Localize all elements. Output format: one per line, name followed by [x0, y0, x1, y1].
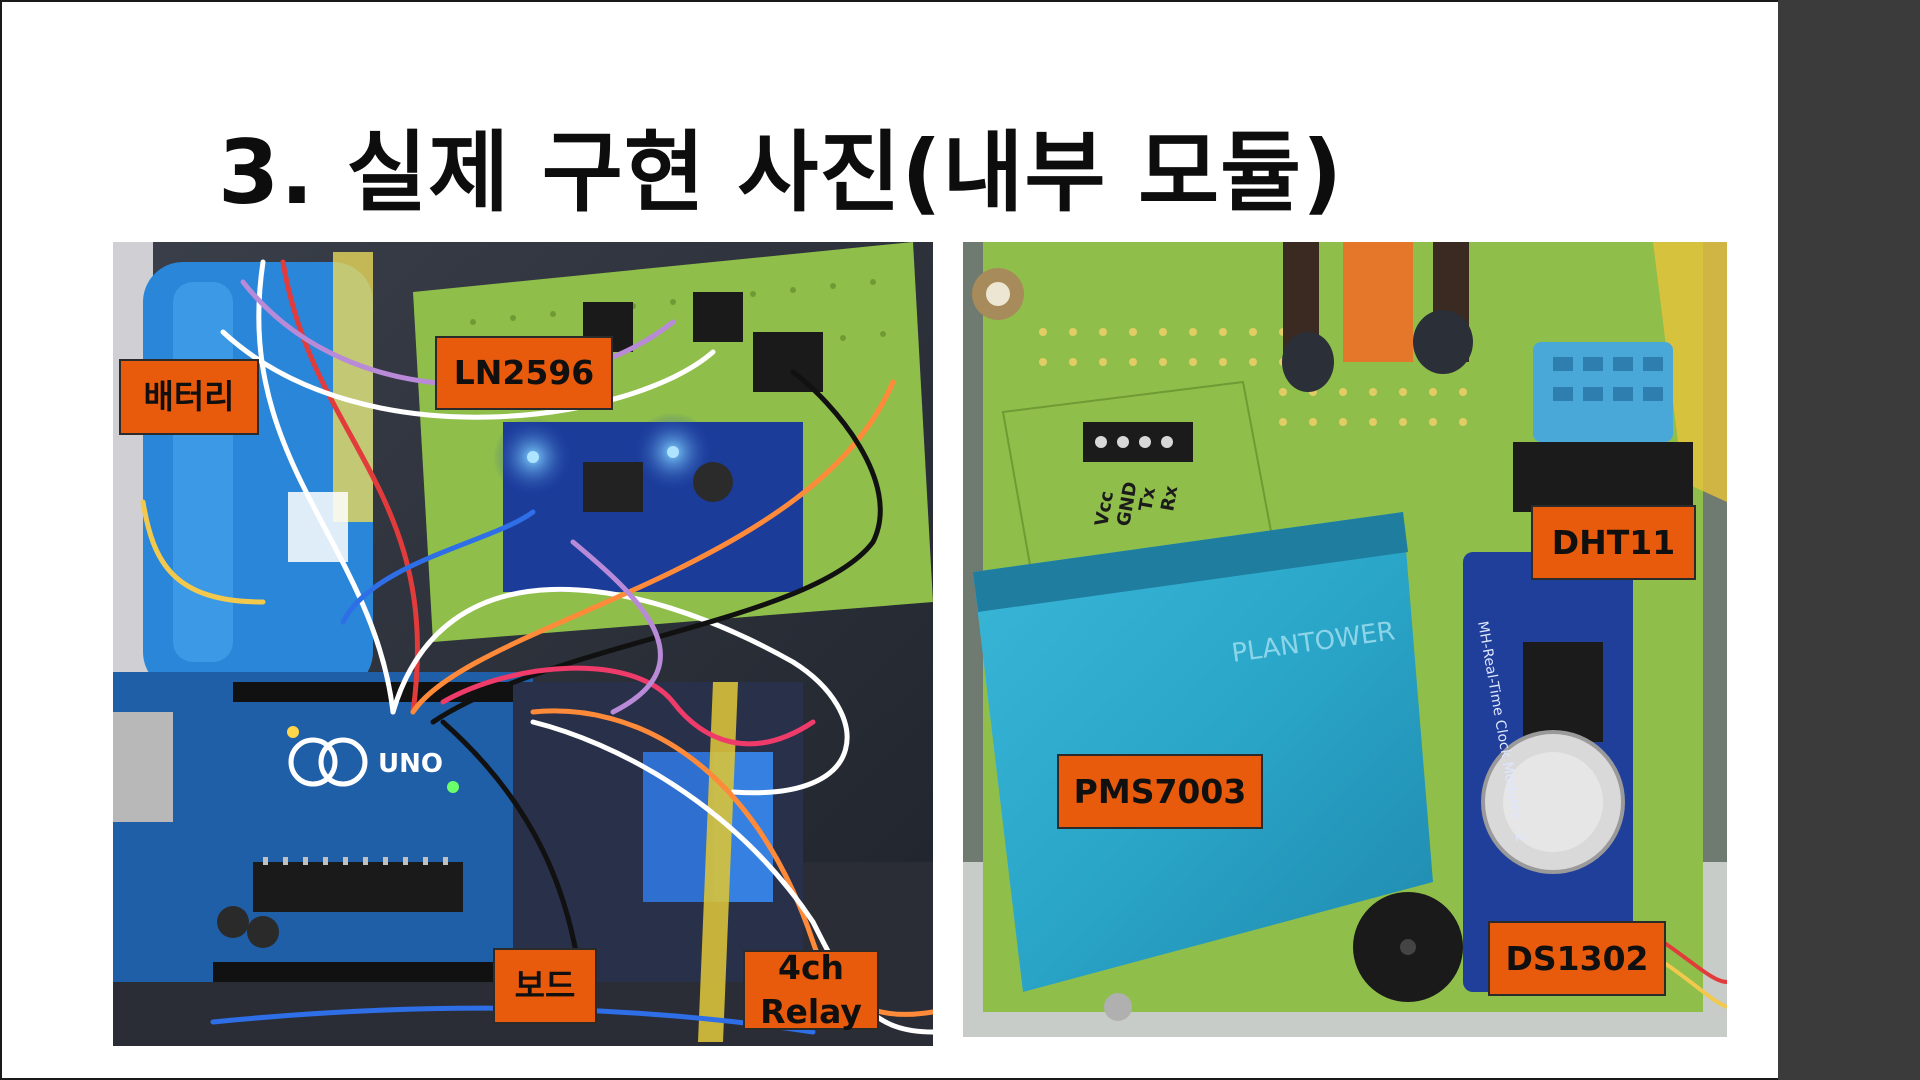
slide-title: 3. 실제 구현 사진(내부 모듈)	[218, 102, 1343, 229]
label-pms7003: PMS7003	[1057, 754, 1263, 829]
label-battery: 배터리	[119, 359, 259, 435]
arduino-board-text: UNO	[378, 749, 443, 779]
arduino-board	[113, 672, 533, 982]
photo-sensor-board: Vcc GND Tx Rx PLANTOWER MH-Real-Time Clo…	[963, 242, 1727, 1037]
label-relay: 4ch Relay	[743, 950, 879, 1030]
side-bar	[1778, 0, 1920, 1080]
label-ds1302: DS1302	[1488, 921, 1666, 996]
label-regulator: LN2596	[435, 336, 613, 410]
pin-label-rx: Rx	[1157, 484, 1182, 513]
slide: 3. 실제 구현 사진(내부 모듈)	[0, 0, 1778, 1080]
label-board: 보드	[493, 948, 597, 1024]
label-dht11: DHT11	[1531, 505, 1696, 580]
